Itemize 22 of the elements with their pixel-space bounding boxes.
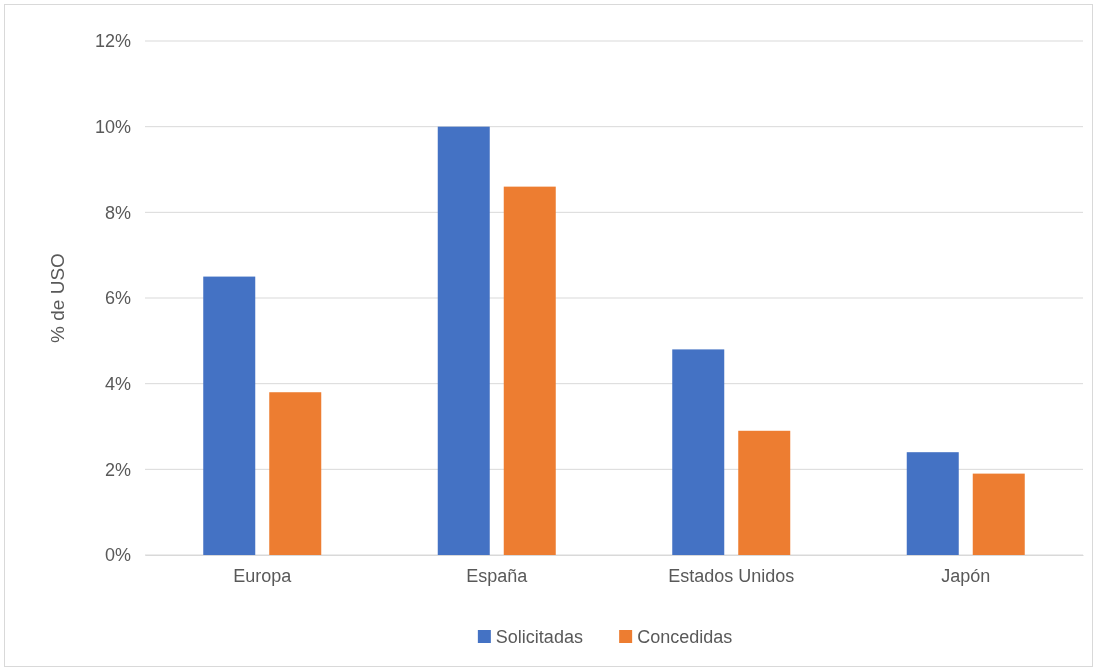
bar	[738, 430, 791, 555]
bar	[972, 473, 1025, 555]
bar	[672, 349, 725, 555]
x-tick-label: Estados Unidos	[668, 565, 795, 586]
bar	[437, 126, 490, 555]
x-tick-label: España	[466, 565, 529, 586]
y-tick-label: 2%	[104, 459, 131, 480]
y-tick-label: 4%	[104, 373, 131, 394]
bar	[503, 186, 556, 555]
y-tick-label: 0%	[104, 545, 131, 566]
x-tick-label: Japón	[941, 565, 991, 586]
legend-label: Solicitadas	[495, 627, 583, 647]
y-tick-label: 6%	[104, 288, 131, 309]
legend-label: Concedidas	[637, 627, 733, 647]
bar	[269, 392, 322, 555]
bar	[203, 276, 256, 555]
x-tick-label: Europa	[233, 565, 293, 586]
y-axis-title: % de USO	[47, 253, 68, 343]
bar	[906, 452, 959, 555]
y-tick-label: 10%	[94, 116, 131, 137]
y-tick-label: 12%	[94, 31, 131, 52]
y-tick-label: 8%	[104, 202, 131, 223]
